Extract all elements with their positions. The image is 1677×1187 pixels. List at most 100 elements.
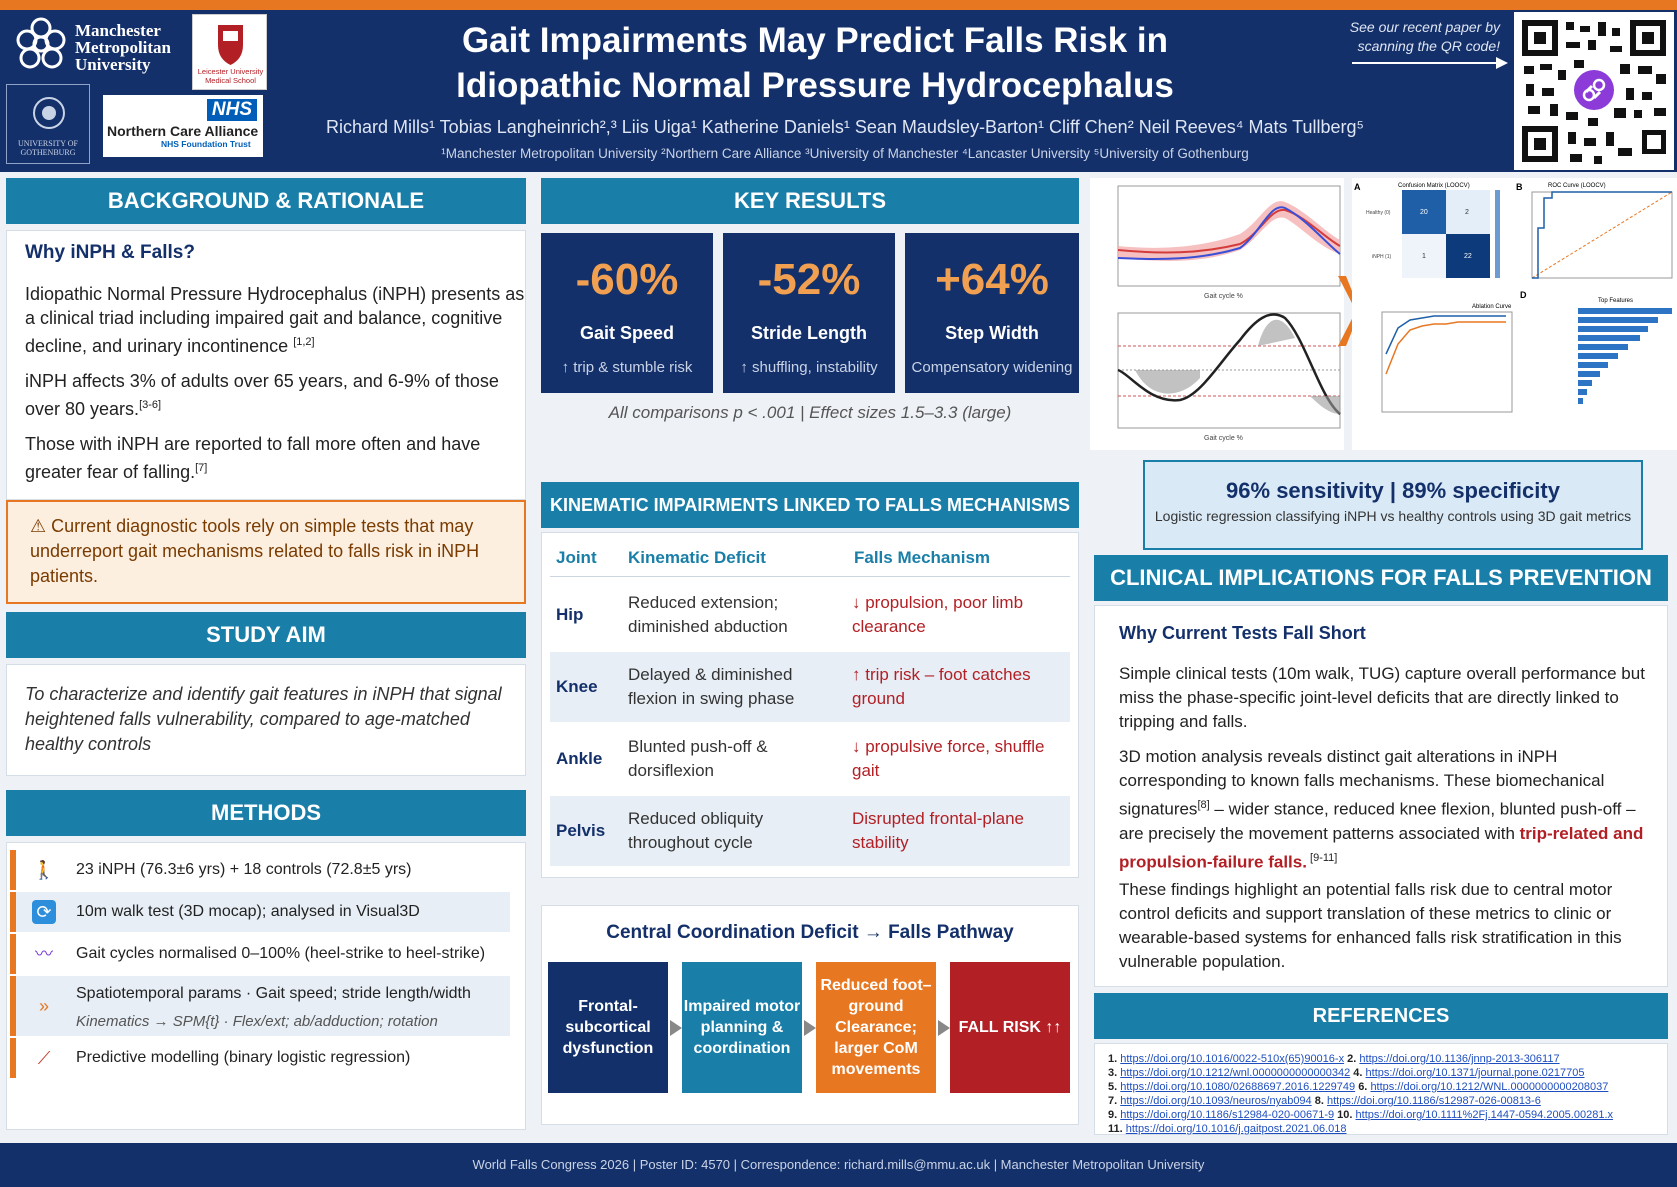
model-results-plots: A Confusion Matrix (LOOCV) 20 2 1 22 Hea… xyxy=(1354,182,1673,413)
table-row: Knee Delayed & diminished flexion in swi… xyxy=(550,652,1070,722)
title-line-1: Gait Impairments May Predict Falls Risk … xyxy=(461,21,1169,60)
cell-joint: Hip xyxy=(556,605,584,624)
reference-link[interactable]: https://doi.org/10.1371/journal.pone.021… xyxy=(1365,1067,1585,1079)
kinematics-plots: Gait cycle % Gait cycle % xyxy=(1117,185,1341,442)
gu-seal-icon xyxy=(33,97,65,129)
reference-line: 5. https://doi.org/10.1080/02688697.2016… xyxy=(1108,1081,1609,1093)
pathway-title: Central Coordination Deficit → Falls Pat… xyxy=(606,922,1014,943)
top-accent-bar xyxy=(0,0,1677,10)
kinematic-heading: KINEMATIC IMPAIRMENTS LINKED TO FALLS ME… xyxy=(541,482,1079,528)
pathway-step-1: Frontal-subcortical dysfunction xyxy=(548,962,668,1093)
methods-row: ⟋ Predictive modelling (binary logistic … xyxy=(10,1038,510,1078)
column-header-joint: Joint xyxy=(556,548,597,567)
reference-line: 9. https://doi.org/10.1186/s12984-020-00… xyxy=(1108,1109,1613,1121)
spm-curve xyxy=(1117,313,1341,415)
aim-card xyxy=(6,664,526,776)
nhs-logo: NHS Northern Care Alliance NHS Foundatio… xyxy=(103,95,263,157)
syringe-icon: ⟋ xyxy=(37,1048,51,1068)
citation: [1,2] xyxy=(293,336,315,348)
classifier-callout xyxy=(1143,460,1643,550)
methods-row-text: 23 iNPH (76.3±6 yrs) + 18 controls (72.8… xyxy=(76,861,412,878)
clinical-paragraph-2: 3D motion analysis reveals distinct gait… xyxy=(1119,747,1644,872)
cm-value: 20 xyxy=(1420,209,1428,216)
stat-label: Step Width xyxy=(945,323,1039,343)
qr-code-icon xyxy=(1522,20,1666,164)
reference-link[interactable]: https://doi.org/10.1016/j.gaitpost.2021.… xyxy=(1125,1123,1347,1135)
references-card xyxy=(1094,1043,1668,1135)
column-header-mechanism: Falls Mechanism xyxy=(854,548,991,567)
reference-link[interactable]: https://doi.org/10.1212/WNL.000000000020… xyxy=(1370,1081,1609,1093)
clinical-subheading: Why Current Tests Fall Short xyxy=(1119,623,1366,643)
warning-text: ⚠ Current diagnostic tools rely on simpl… xyxy=(30,516,480,586)
reference-line: 7. https://doi.org/10.1093/neuros/nyab09… xyxy=(1108,1095,1541,1107)
cm-row-label: iNPH (1) xyxy=(1372,254,1392,260)
reference-link[interactable]: https://doi.org/10.1080/02688697.2016.12… xyxy=(1120,1081,1356,1093)
ablation-f1-line xyxy=(1385,321,1506,375)
cm-value: 2 xyxy=(1465,209,1469,216)
methods-row-text: Predictive modelling (binary logistic re… xyxy=(76,1049,411,1066)
model-results-figure: A Confusion Matrix (LOOCV) 20 2 1 22 Hea… xyxy=(1352,178,1677,450)
cell-joint: Ankle xyxy=(556,749,603,768)
stat-label: Gait Speed xyxy=(579,323,675,343)
cm-cell xyxy=(1402,234,1446,278)
background-paragraph-1: Idiopathic Normal Pressure Hydrocephalus… xyxy=(25,284,525,356)
comparisons-note: All comparisons p < .001 | Effect sizes … xyxy=(608,403,1012,422)
cell-deficit: Delayed & diminished flexion in swing ph… xyxy=(628,665,795,708)
key-results-heading: KEY RESULTS xyxy=(541,178,1079,224)
table-row: Pelvis Reduced obliquity throughout cycl… xyxy=(550,796,1070,866)
leicester-logo: Leicester University Medical School xyxy=(192,14,267,90)
affiliation-list: ¹Manchester Metropolitan University ²Nor… xyxy=(441,146,1249,161)
stat-card-gait-speed: -60% Gait Speed ↑ trip & stumble risk xyxy=(541,233,713,393)
feature-bars xyxy=(1578,308,1672,404)
methods-row: ⟳ 10m walk test (3D mocap); analysed in … xyxy=(10,892,510,932)
reference-link[interactable]: https://doi.org/10.1186/s12987-026-00813… xyxy=(1326,1095,1541,1107)
warning-callout: ⚠ Current diagnostic tools rely on simpl… xyxy=(6,500,526,604)
reference-link[interactable]: https://doi.org/10.1186/s12984-020-00671… xyxy=(1120,1109,1335,1121)
clinical-paragraph-3: These findings highlight an potential fa… xyxy=(1119,880,1622,971)
qr-code[interactable] xyxy=(1514,12,1674,170)
stat-subtext: ↑ trip & stumble risk xyxy=(561,359,693,376)
citation: [8] xyxy=(1197,799,1210,811)
reference-link[interactable]: https://doi.org/10.1111%2Fj.1447-0594.20… xyxy=(1355,1109,1613,1121)
reference-link[interactable]: https://doi.org/10.1212/wnl.000000000000… xyxy=(1120,1067,1351,1079)
wave-icon: 〰 xyxy=(35,944,53,964)
features-title: Top Features xyxy=(1598,298,1633,304)
author-list: Richard Mills¹ Tobias Langheinrich²,³ Li… xyxy=(326,117,1364,137)
stat-value: -52% xyxy=(757,255,861,304)
kinematics-figure: Gait cycle % Gait cycle % xyxy=(1090,178,1344,450)
methods-row-text: Gait cycles normalised 0–100% (heel-stri… xyxy=(76,945,486,962)
cm-value: 1 xyxy=(1422,253,1426,260)
stat-label: Stride Length xyxy=(751,323,867,343)
reference-line: 3. https://doi.org/10.1212/wnl.000000000… xyxy=(1108,1067,1585,1079)
mmu-logo-icon xyxy=(16,17,66,69)
reference-link[interactable]: https://doi.org/10.1136/jnnp-2013-306117 xyxy=(1359,1053,1560,1065)
reference-link[interactable]: https://doi.org/10.1093/neuros/nyab094 xyxy=(1120,1095,1312,1107)
methods-row: 〰 Gait cycles normalised 0–100% (heel-st… xyxy=(10,934,510,974)
methods-row: 🚶 23 iNPH (76.3±6 yrs) + 18 controls (72… xyxy=(10,850,510,890)
confusion-matrix-title: Confusion Matrix (LOOCV) xyxy=(1398,183,1470,189)
background-paragraph-2: iNPH affects 3% of adults over 65 years,… xyxy=(25,371,499,419)
roc-curve xyxy=(1532,191,1672,279)
reference-link[interactable]: https://doi.org/10.1016/0022-510x(65)900… xyxy=(1120,1053,1345,1065)
cm-cell xyxy=(1402,190,1446,234)
citation: [9-11] xyxy=(1306,851,1338,864)
arrow-right-icon xyxy=(670,1020,682,1036)
cell-mechanism: ↓ propulsive force, shuffle gait xyxy=(852,737,1045,780)
inph-band xyxy=(1118,201,1340,261)
header-band xyxy=(0,10,1677,172)
leicester-shield-icon xyxy=(218,25,243,65)
qr-note: See our recent paper by scanning the QR … xyxy=(1349,19,1500,54)
stat-card-stride-length: -52% Stride Length ↑ shuffling, instabil… xyxy=(723,233,895,393)
table-row: Ankle Blunted push-off & dorsiflexion ↓ … xyxy=(550,724,1070,794)
aim-heading: STUDY AIM xyxy=(6,612,526,658)
cell-deficit: Reduced obliquity throughout cycle xyxy=(628,809,764,852)
x-axis-label: Gait cycle % xyxy=(1204,435,1243,442)
mmu-logo-text: Manchester Metropolitan University xyxy=(75,21,172,74)
methods-row-text: 10m walk test (3D mocap); analysed in Vi… xyxy=(76,903,420,920)
chevron-double-right-icon: » xyxy=(38,996,49,1016)
table-row: Hip Reduced extension; diminished abduct… xyxy=(550,580,1070,650)
reference-line: 11. https://doi.org/10.1016/j.gaitpost.2… xyxy=(1108,1123,1347,1135)
background-heading: BACKGROUND & RATIONALE xyxy=(6,178,526,224)
qr-arrow-line xyxy=(1352,62,1502,64)
stat-value: +64% xyxy=(935,255,1049,304)
